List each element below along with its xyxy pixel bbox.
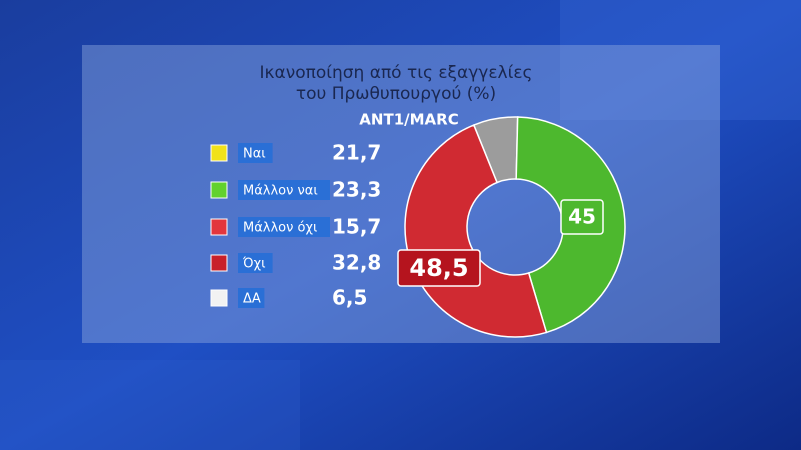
- chart-title: του Πρωθυπουργού (%): [296, 84, 496, 104]
- legend-label-box: [238, 288, 265, 308]
- chart-title: Ικανοποίηση από τις εξαγγελίες: [259, 63, 532, 83]
- source: ANT1/MARC: [359, 111, 458, 129]
- total-label-box: [397, 249, 481, 287]
- legend-label-box: [238, 253, 273, 273]
- value-label: 6,5: [332, 286, 367, 310]
- legend-swatch: [210, 289, 228, 307]
- legend-swatch: [210, 254, 228, 272]
- legend-label: ΔΑ: [243, 292, 261, 307]
- legend-swatch: [210, 144, 228, 162]
- decor: [560, 0, 801, 120]
- legend-label: Μάλλον ναι: [243, 184, 318, 199]
- legend-swatch: [210, 218, 228, 236]
- legend-label-box: [238, 217, 330, 237]
- legend-label-box: [238, 180, 330, 200]
- value-label: 23,3: [332, 178, 381, 202]
- total-label-box: [560, 199, 604, 235]
- total-label: 48,5: [409, 254, 468, 282]
- legend-label: Όχι: [242, 257, 265, 272]
- value-label: 15,7: [332, 215, 381, 239]
- legend-label-box: [238, 143, 273, 163]
- legend-label: Μάλλον όχι: [243, 221, 317, 236]
- value-label: 21,7: [332, 141, 381, 165]
- value-label: 32,8: [332, 251, 381, 275]
- legend-label: Ναι: [243, 147, 266, 162]
- legend-swatch: [210, 181, 228, 199]
- decor: [0, 360, 300, 450]
- total-label: 45: [568, 205, 596, 229]
